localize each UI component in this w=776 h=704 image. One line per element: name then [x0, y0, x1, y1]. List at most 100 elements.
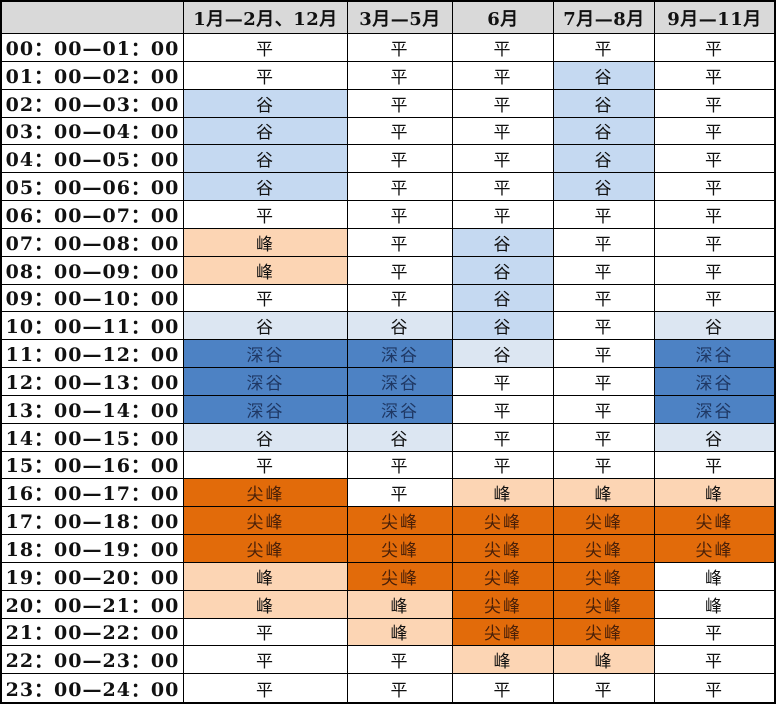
price-level-cell: 平: [348, 228, 453, 257]
price-level-cell: 平: [655, 117, 774, 146]
row-time-label: 23：00—24：00: [2, 674, 184, 702]
price-level-cell: 尖峰: [453, 590, 554, 619]
price-level-cell: 峰: [554, 479, 655, 508]
price-level-cell: 平: [554, 256, 655, 285]
row-time-label: 07：00—08：00: [2, 228, 184, 257]
price-level-cell: 平: [348, 451, 453, 480]
price-level-cell: 平: [184, 201, 348, 229]
price-level-cell: 尖峰: [655, 507, 774, 535]
price-level-cell: 尖峰: [554, 618, 655, 647]
price-level-cell: 谷: [554, 61, 655, 90]
price-level-cell: 尖峰: [453, 507, 554, 535]
price-level-cell: 峰: [348, 590, 453, 619]
row-time-label: 13：00—14：00: [2, 395, 184, 424]
price-level-cell: 深谷: [348, 368, 453, 396]
price-level-cell: 深谷: [655, 368, 774, 396]
row-time-label: 17：00—18：00: [2, 507, 184, 535]
price-level-cell: 平: [655, 674, 774, 702]
price-level-cell: 平: [655, 451, 774, 480]
price-level-cell: 深谷: [348, 395, 453, 424]
row-time-label: 02：00—03：00: [2, 89, 184, 118]
price-level-cell: 平: [453, 368, 554, 396]
row-time-label: 22：00—23：00: [2, 646, 184, 675]
price-level-cell: 峰: [655, 479, 774, 508]
price-level-cell: 平: [453, 423, 554, 452]
price-level-cell: 平: [655, 228, 774, 257]
price-level-cell: 谷: [554, 89, 655, 118]
price-level-cell: 谷: [655, 423, 774, 452]
price-level-cell: 平: [554, 340, 655, 368]
price-level-cell: 深谷: [184, 340, 348, 368]
price-level-cell: 平: [453, 34, 554, 62]
row-time-label: 10：00—11：00: [2, 312, 184, 341]
column-header-months: 1月—2月、12月: [184, 2, 348, 34]
price-level-cell: 深谷: [184, 368, 348, 396]
price-level-cell: 峰: [184, 228, 348, 257]
price-level-cell: 平: [184, 451, 348, 480]
row-time-label: 06：00—07：00: [2, 201, 184, 229]
price-level-cell: 尖峰: [554, 535, 655, 563]
column-header-months: 7月—8月: [554, 2, 655, 34]
price-level-cell: 平: [655, 34, 774, 62]
price-level-cell: 谷: [184, 117, 348, 146]
price-level-cell: 平: [184, 61, 348, 90]
corner-cell: [2, 2, 184, 34]
price-level-cell: 平: [655, 256, 774, 285]
price-level-cell: 平: [554, 674, 655, 702]
price-level-cell: 平: [554, 228, 655, 257]
row-time-label: 08：00—09：00: [2, 256, 184, 285]
price-level-cell: 深谷: [184, 395, 348, 424]
price-level-cell: 尖峰: [348, 562, 453, 591]
price-level-cell: 峰: [184, 256, 348, 285]
column-header-months: 3月—5月: [348, 2, 453, 34]
row-time-label: 20：00—21：00: [2, 590, 184, 619]
row-time-label: 05：00—06：00: [2, 173, 184, 201]
price-level-cell: 平: [348, 34, 453, 62]
price-level-cell: 深谷: [655, 395, 774, 424]
price-level-cell: 平: [655, 61, 774, 90]
price-level-cell: 平: [348, 201, 453, 229]
price-level-cell: 谷: [554, 117, 655, 146]
price-level-cell: 峰: [184, 590, 348, 619]
price-level-cell: 平: [554, 423, 655, 452]
price-level-cell: 尖峰: [453, 562, 554, 591]
row-time-label: 18：00—19：00: [2, 535, 184, 563]
price-level-cell: 平: [184, 674, 348, 702]
price-level-cell: 峰: [184, 562, 348, 591]
price-level-cell: 尖峰: [348, 535, 453, 563]
price-level-cell: 平: [453, 61, 554, 90]
price-level-cell: 平: [554, 284, 655, 313]
price-level-cell: 尖峰: [554, 590, 655, 619]
price-level-cell: 谷: [184, 89, 348, 118]
price-level-cell: 谷: [184, 173, 348, 201]
column-header-months: 9月—11月: [655, 2, 774, 34]
price-level-cell: 平: [348, 284, 453, 313]
price-level-cell: 平: [453, 89, 554, 118]
price-level-cell: 谷: [453, 256, 554, 285]
price-level-cell: 平: [554, 395, 655, 424]
price-level-cell: 谷: [554, 173, 655, 201]
price-level-cell: 平: [453, 201, 554, 229]
price-level-cell: 平: [554, 451, 655, 480]
price-level-cell: 平: [348, 89, 453, 118]
price-level-cell: 尖峰: [184, 507, 348, 535]
price-level-cell: 谷: [184, 423, 348, 452]
row-time-label: 09：00—10：00: [2, 284, 184, 313]
row-time-label: 21：00—22：00: [2, 618, 184, 647]
row-time-label: 16：00—17：00: [2, 479, 184, 508]
price-level-cell: 峰: [348, 618, 453, 647]
price-level-cell: 谷: [348, 423, 453, 452]
price-level-cell: 平: [655, 173, 774, 201]
price-level-cell: 平: [348, 145, 453, 174]
price-level-cell: 平: [554, 34, 655, 62]
price-level-cell: 平: [655, 284, 774, 313]
price-level-cell: 谷: [348, 312, 453, 341]
price-level-cell: 峰: [655, 562, 774, 591]
price-level-cell: 平: [348, 479, 453, 508]
row-time-label: 19：00—20：00: [2, 562, 184, 591]
row-time-label: 00：00—01：00: [2, 34, 184, 62]
price-level-cell: 平: [453, 674, 554, 702]
price-level-cell: 谷: [453, 340, 554, 368]
row-time-label: 12：00—13：00: [2, 368, 184, 396]
